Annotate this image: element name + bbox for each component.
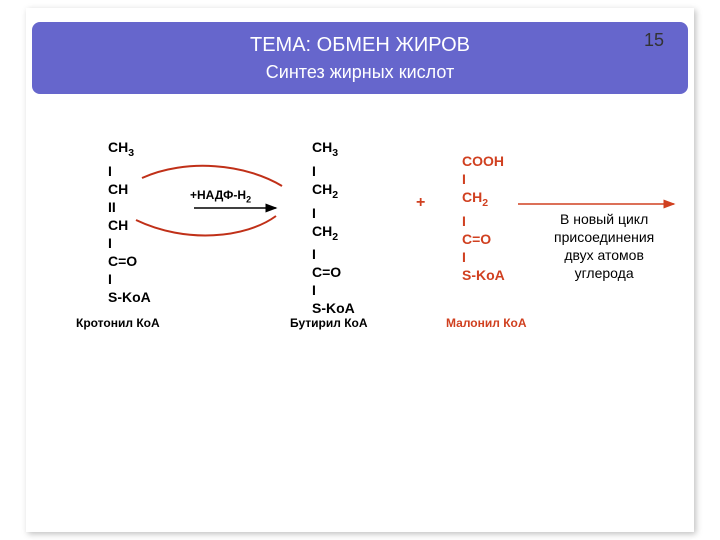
slide-number: 15 — [644, 30, 664, 51]
curve-bottom — [136, 216, 276, 235]
slide-subtitle: Синтез жирных кислот — [266, 59, 454, 85]
label-butyryl: Бутирил КоА — [290, 316, 368, 330]
cycle-annotation: В новый цикл присоединения двух атомов у… — [554, 210, 654, 282]
plus-icon: + — [416, 194, 425, 212]
label-crotonyl: Кротонил КоА — [76, 316, 160, 330]
slide-title: ТЕМА: ОБМЕН ЖИРОВ — [250, 31, 470, 59]
diagram-area: CH3ICHIICHIC=OIS-KoA CH3ICH2ICH2IC=OIS-K… — [46, 128, 676, 388]
curve-top — [142, 166, 282, 186]
label-malonyl: Малонил КоА — [446, 316, 527, 330]
slide-header: ТЕМА: ОБМЕН ЖИРОВ Синтез жирных кислот — [32, 22, 688, 94]
reagent-label: +НАДФ-Н2 — [190, 188, 251, 204]
molecule-butyryl: CH3ICH2ICH2IC=OIS-KoA — [312, 138, 355, 317]
molecule-malonyl: COOHICH2IC=OIS-KoA — [462, 152, 505, 284]
slide-page: ТЕМА: ОБМЕН ЖИРОВ Синтез жирных кислот 1… — [26, 8, 694, 532]
molecule-crotonyl: CH3ICHIICHIC=OIS-KoA — [108, 138, 151, 306]
